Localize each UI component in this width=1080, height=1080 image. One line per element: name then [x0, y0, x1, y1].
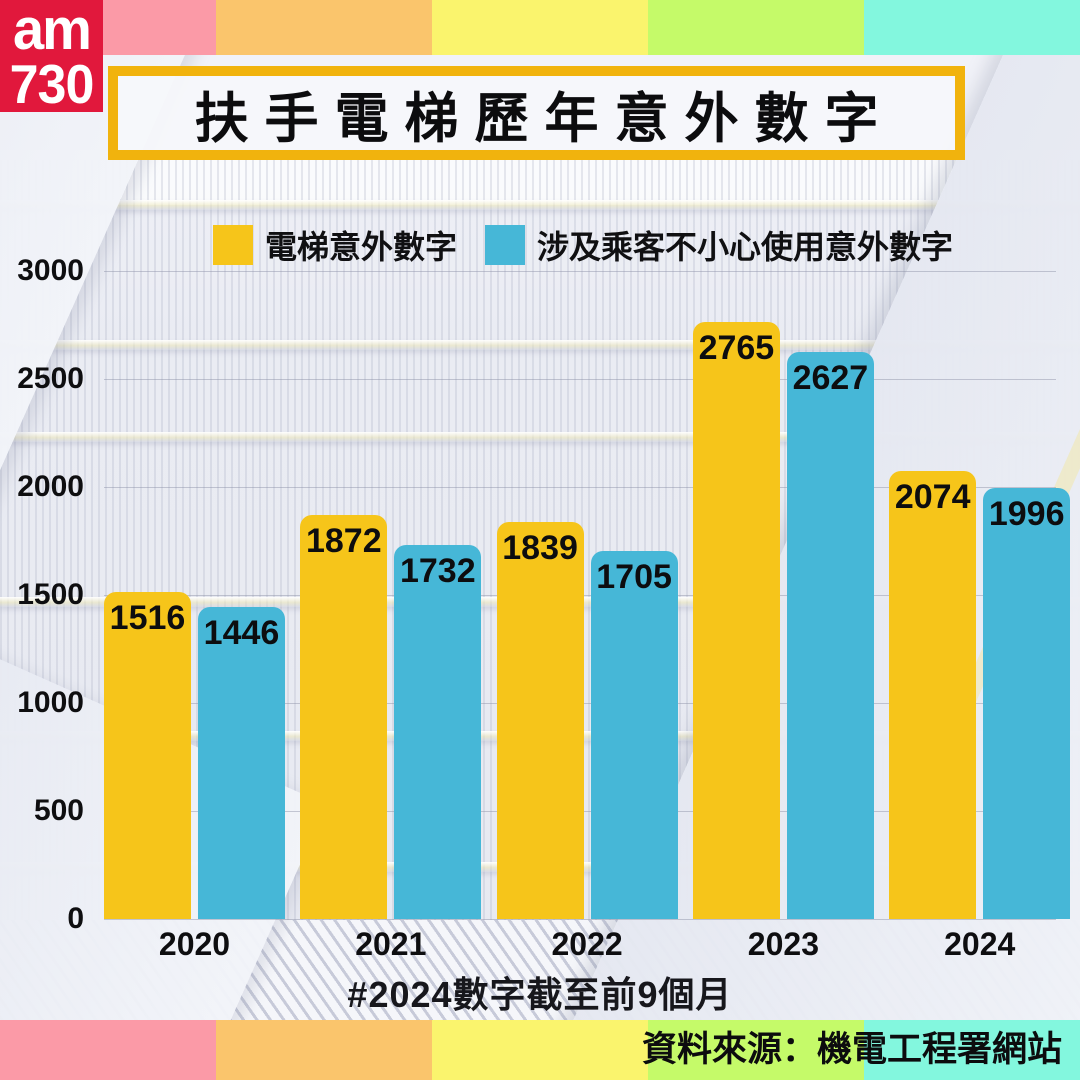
bar-2020-series2: 1446: [198, 606, 285, 919]
bar-value-label: 1732: [399, 551, 476, 590]
stripe-block-5: [864, 0, 1080, 55]
bar-2021-series1: 1872: [300, 514, 388, 919]
gridline-3000: [104, 270, 1056, 272]
stripe-block-3: [432, 0, 648, 55]
bar-value-label: 1839: [502, 528, 578, 567]
x-axis-label-2021: 2021: [355, 926, 427, 962]
logo-text-am: am: [13, 0, 92, 62]
x-axis-label-2023: 2023: [747, 926, 819, 962]
stripe-block-4: [648, 0, 864, 55]
gridline-0: [104, 918, 1056, 920]
logo-text-730: 730: [9, 54, 95, 116]
top-color-stripe: [0, 0, 1080, 55]
bar-2021-series2: 1732: [394, 544, 482, 919]
legend-swatch-2: [485, 225, 525, 265]
y-axis-label-2500: 2500: [17, 362, 84, 395]
legend-swatch-1: [212, 225, 253, 265]
am730-logo: am 730: [0, 0, 103, 112]
stripe-block-3: [432, 1020, 648, 1080]
stripe-block-2: [216, 1020, 432, 1080]
y-axis-label-500: 500: [33, 794, 84, 827]
x-axis-label-2022: 2022: [551, 926, 623, 962]
bar-2024-series1: 2074: [889, 471, 977, 919]
bar-value-label: 2765: [698, 328, 775, 367]
stripe-block-2: [216, 0, 432, 55]
escalator-step-edge: [0, 340, 1080, 350]
stripe-block-1: [0, 1020, 216, 1080]
legend-label-1: 電梯意外數字: [264, 229, 457, 265]
bar-2023-series2: 2627: [786, 351, 874, 919]
legend-item-1: 電梯意外數字: [212, 222, 457, 268]
bar-2022-series2: 1705: [590, 550, 678, 919]
legend-label-2: 涉及乘客不小心使用意外數字: [537, 229, 954, 265]
chart-footnote: #2024數字截至前9個月: [347, 974, 733, 1015]
y-axis-label-0: 0: [67, 902, 84, 935]
bar-value-label: 1446: [203, 613, 280, 652]
y-axis-label-3000: 3000: [17, 254, 84, 287]
legend-item-2: 涉及乘客不小心使用意外數字: [485, 222, 953, 268]
y-axis-label-2000: 2000: [17, 470, 84, 503]
page-title: 扶手電梯歷年意外數字: [194, 88, 895, 149]
y-axis-label-1500: 1500: [17, 578, 84, 611]
bar-2023-series1: 2765: [692, 321, 780, 919]
bottom-color-stripe: [0, 1020, 1080, 1080]
bar-value-label: 1705: [596, 557, 672, 596]
bar-value-label: 2627: [792, 358, 869, 397]
bar-value-label: 2074: [894, 478, 971, 517]
bar-2022-series1: 1839: [496, 521, 584, 919]
bar-2020-series1: 1516: [104, 591, 191, 919]
escalator-step-edge: [0, 200, 1080, 210]
x-axis-label-2024: 2024: [944, 926, 1016, 962]
bar-value-label: 1516: [109, 598, 186, 637]
stripe-block-4: [648, 1020, 864, 1080]
stripe-block-5: [864, 1020, 1080, 1080]
title-box: 扶手電梯歷年意外數字: [108, 66, 965, 160]
bar-value-label: 1996: [988, 494, 1065, 533]
gridline-2500: [104, 378, 1056, 380]
bar-value-label: 1872: [305, 521, 382, 560]
x-axis-label-2020: 2020: [158, 926, 231, 962]
escalator-step-edge: [0, 432, 1080, 442]
bar-2024-series2: 1996: [983, 487, 1071, 919]
data-source: 資料來源：機電工程署網站: [641, 1030, 1062, 1069]
gridline-2000: [104, 486, 1056, 488]
y-axis-label-1000: 1000: [17, 686, 84, 719]
chart-legend: 電梯意外數字 涉及乘客不小心使用意外數字: [100, 222, 1066, 268]
